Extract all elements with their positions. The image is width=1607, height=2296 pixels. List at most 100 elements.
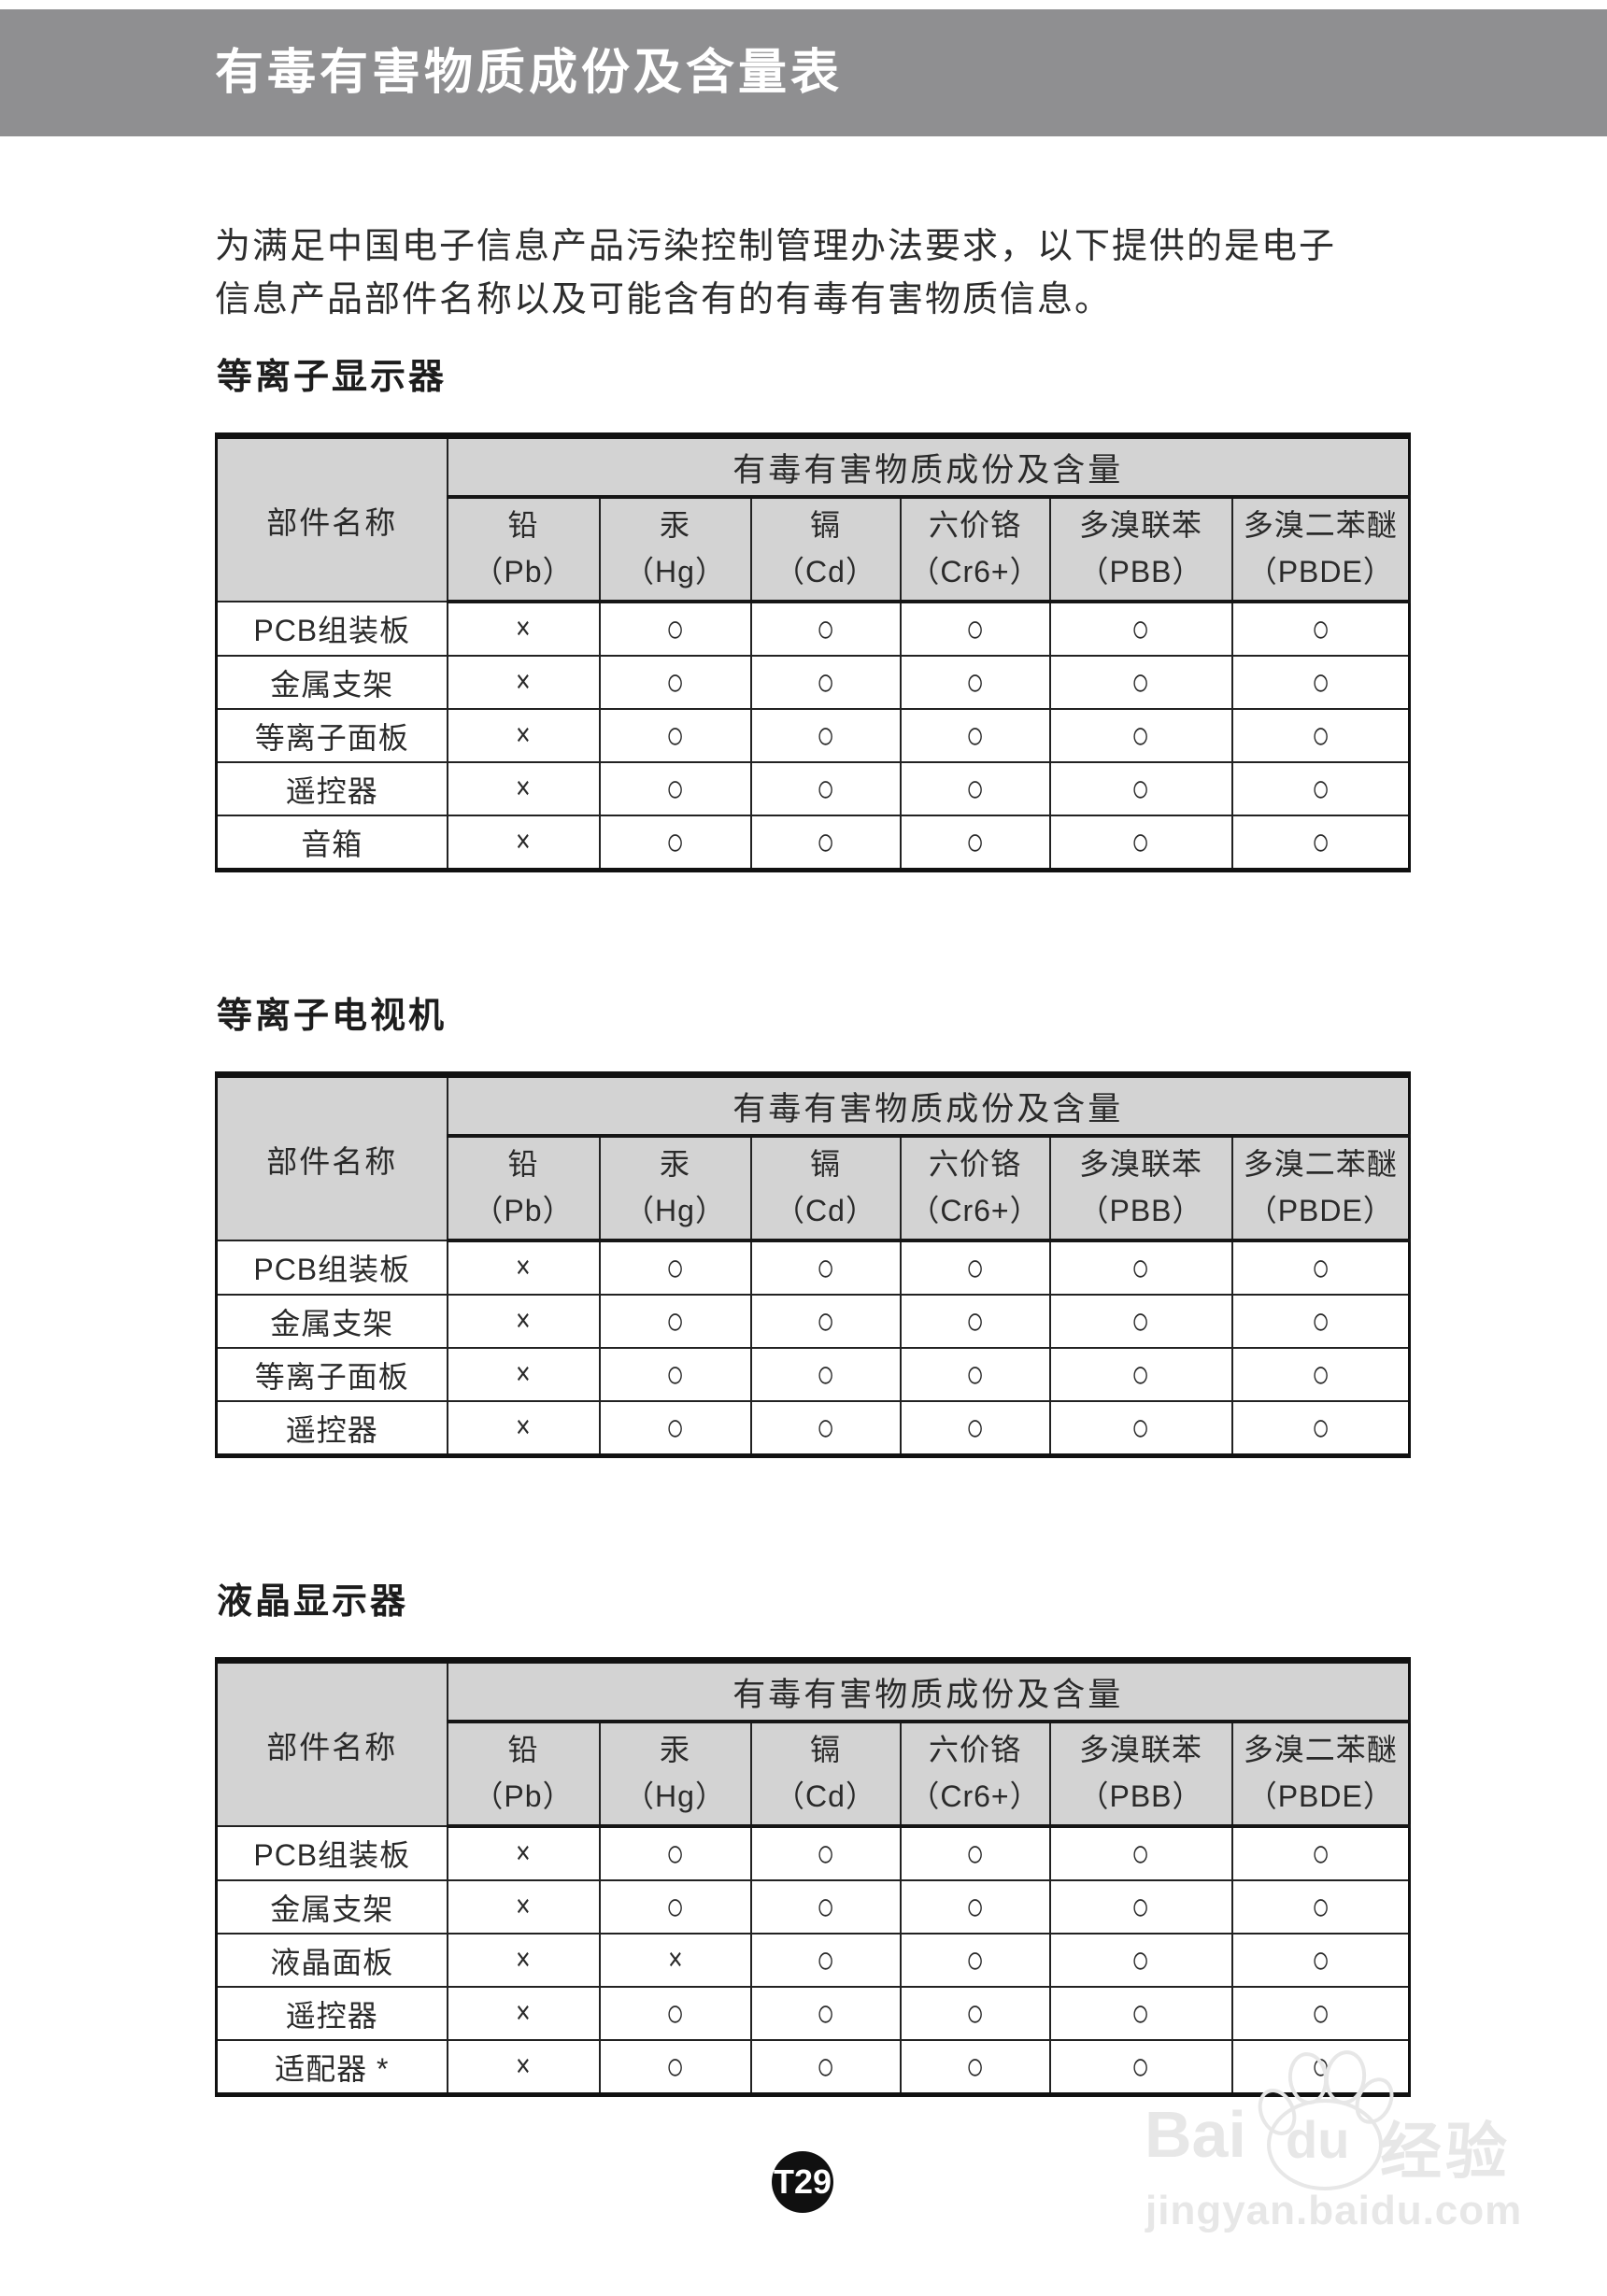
substance-symbol: （PBB） [1078, 1779, 1203, 1813]
substance-table: 部件名称 有毒有害物质成份及含量 铅 （Pb） 汞 （Hg） 镉 （Cd） 六价铬 （Cr6+… [215, 432, 1412, 872]
table-row: 金属支架 × ○ ○ ○ ○ ○ [215, 1294, 1411, 1349]
cross-mark: × [516, 1356, 531, 1392]
circle-mark: ○ [1311, 2044, 1330, 2088]
mark-cell: ○ [598, 1294, 752, 1349]
circle-mark: ○ [1311, 713, 1330, 757]
mark-cell: ○ [1048, 601, 1233, 657]
col-header-part-name: 部件名称 [215, 434, 448, 602]
circle-mark: ○ [816, 2044, 835, 2088]
mark-cell: ○ [1048, 655, 1233, 710]
substance-symbol: （Pb） [473, 555, 574, 588]
mark-cell: ○ [1230, 1933, 1411, 1988]
circle-mark: ○ [1311, 1831, 1330, 1875]
circle-mark: ○ [816, 713, 835, 757]
circle-mark: ○ [965, 1937, 985, 1981]
table-row: 音箱 × ○ ○ ○ ○ ○ [215, 815, 1411, 872]
substance-symbol: （Cr6+） [909, 1779, 1041, 1813]
cross-mark: × [516, 1410, 531, 1445]
circle-mark: ○ [965, 713, 985, 757]
mark-cell: ○ [749, 601, 902, 657]
circle-mark: ○ [965, 2044, 985, 2088]
mark-cell: ○ [749, 1879, 902, 1935]
mark-cell: ○ [1048, 1825, 1233, 1881]
circle-mark: ○ [965, 819, 985, 863]
substance-table: 部件名称 有毒有害物质成份及含量 铅 （Pb） 汞 （Hg） 镉 （Cd） 六价铬 （Cr6+… [215, 1071, 1412, 1458]
page-number-badge: T29 [772, 2151, 833, 2213]
part-name-cell: 金属支架 [215, 655, 448, 710]
substance-name: 多溴二苯醚 [1243, 1733, 1398, 1767]
col-header-substance: 汞 （Hg） [598, 1721, 752, 1828]
mark-cell: ○ [749, 1933, 902, 1988]
mark-cell: ○ [1048, 761, 1233, 816]
col-header-substances-title: 有毒有害物质成份及含量 [446, 434, 1411, 499]
circle-mark: ○ [816, 1991, 835, 2034]
substance-table: 部件名称 有毒有害物质成份及含量 铅 （Pb） 汞 （Hg） 镉 （Cd） 六价铬 （Cr6+… [215, 1657, 1412, 2097]
circle-mark: ○ [1131, 1937, 1150, 1981]
substance-symbol: （PBDE） [1246, 555, 1394, 588]
substance-symbol: （Hg） [624, 1779, 726, 1813]
circle-mark: ○ [816, 1405, 835, 1449]
mark-cell: ○ [899, 815, 1051, 872]
cross-mark: × [516, 611, 531, 646]
circle-mark: ○ [965, 766, 985, 810]
substance-symbol: （Cd） [775, 1194, 876, 1227]
cross-mark: × [516, 717, 531, 753]
mark-cell: ○ [598, 761, 752, 816]
col-header-substance: 多溴二苯醚 （PBDE） [1230, 1135, 1411, 1242]
cross-mark: × [516, 664, 531, 700]
circle-mark: ○ [1311, 1245, 1330, 1289]
circle-mark: ○ [665, 659, 685, 703]
circle-mark: ○ [965, 659, 985, 703]
table-header-row-2: 铅 （Pb） 汞 （Hg） 镉 （Cd） 六价铬 （Cr6+） 多溴联苯 （PBB） 多溴二苯醚 （P… [217, 1135, 1411, 1242]
substance-name: 多溴二苯醚 [1243, 1147, 1398, 1182]
mark-cell: ○ [1230, 708, 1411, 763]
mark-cell: × [446, 1294, 601, 1349]
substance-symbol: （Pb） [473, 1779, 574, 1813]
table-body: PCB组装板 × ○ ○ ○ ○ ○ 金属支架 × ○ ○ ○ ○ ○ 等离子面板 × ○ ○ ○ ○ ○ 遥控器 × ○ ○ ○… [215, 601, 1411, 872]
mark-cell: ○ [899, 1347, 1051, 1402]
circle-mark: ○ [816, 606, 835, 650]
part-name-cell: 金属支架 [215, 1879, 448, 1935]
cross-mark: × [516, 1995, 531, 2031]
mark-cell: × [446, 1347, 601, 1402]
circle-mark: ○ [965, 1352, 985, 1396]
mark-cell: ○ [899, 1400, 1051, 1457]
mark-cell: ○ [749, 1240, 902, 1296]
mark-cell: × [446, 655, 601, 710]
mark-cell: × [598, 1933, 752, 1988]
mark-cell: × [446, 1879, 601, 1935]
mark-cell: ○ [1230, 1879, 1411, 1935]
part-name-cell: 音箱 [215, 815, 448, 872]
circle-mark: ○ [816, 1937, 835, 1981]
circle-mark: ○ [1131, 1298, 1150, 1342]
substance-name: 汞 [659, 1147, 690, 1182]
mark-cell: ○ [749, 708, 902, 763]
col-header-substance: 镉 （Cd） [749, 496, 902, 603]
circle-mark: ○ [1131, 1405, 1150, 1449]
circle-mark: ○ [665, 819, 685, 863]
substance-name: 铅 [507, 1733, 539, 1767]
circle-mark: ○ [1311, 606, 1330, 650]
substance-symbol: （Cr6+） [909, 1194, 1041, 1227]
cross-mark: × [516, 771, 531, 806]
part-name-cell: 金属支架 [215, 1294, 448, 1349]
circle-mark: ○ [665, 606, 685, 650]
circle-mark: ○ [665, 1245, 685, 1289]
table-row: 遥控器 × ○ ○ ○ ○ ○ [215, 1400, 1411, 1457]
circle-mark: ○ [1131, 1352, 1150, 1396]
intro-paragraph: 为满足中国电子信息产品污染控制管理办法要求，以下提供的是电子 信息产品部件名称以… [215, 220, 1429, 327]
cross-mark: × [516, 2048, 531, 2084]
intro-line-2: 信息产品部件名称以及可能含有的有毒有害物质信息。 [215, 280, 1113, 319]
col-header-substance: 汞 （Hg） [598, 1135, 752, 1242]
part-name-cell: PCB组装板 [215, 601, 448, 657]
mark-cell: ○ [1230, 1347, 1411, 1402]
table-body: PCB组装板 × ○ ○ ○ ○ ○ 金属支架 × ○ ○ ○ ○ ○ 等离子面板 × ○ ○ ○ ○ ○ 遥控器 × ○ ○ ○… [215, 1240, 1411, 1457]
col-header-part-name: 部件名称 [215, 1073, 448, 1241]
mark-cell: ○ [598, 1879, 752, 1935]
table-row: 金属支架 × ○ ○ ○ ○ ○ [215, 655, 1411, 710]
table-row: PCB组装板 × ○ ○ ○ ○ ○ [215, 1825, 1411, 1881]
mark-cell: ○ [749, 1294, 902, 1349]
cross-mark: × [516, 1250, 531, 1285]
circle-mark: ○ [1311, 819, 1330, 863]
